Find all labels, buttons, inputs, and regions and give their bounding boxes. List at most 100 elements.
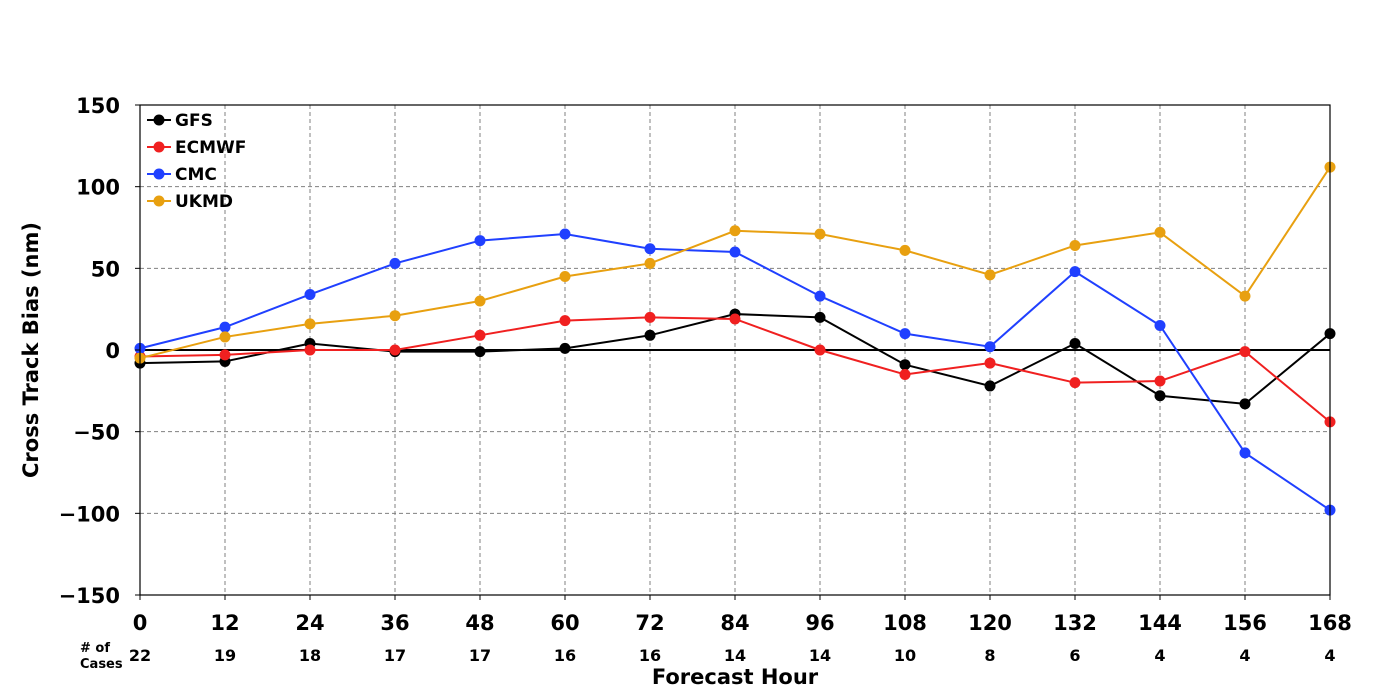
data-point-ecmwf [559, 315, 571, 327]
data-point-gfs [984, 380, 996, 392]
axes: 0221219241836174817601672168414961410810… [59, 94, 1352, 665]
data-point-ecmwf [984, 357, 996, 369]
cases-count-label: 6 [1069, 646, 1080, 665]
data-point-ecmwf [1069, 377, 1081, 389]
series-ecmwf [134, 311, 1336, 428]
y-tick-label: 150 [76, 94, 120, 118]
data-point-ecmwf [389, 344, 401, 356]
data-point-ukmd [1154, 226, 1166, 238]
x-tick-label: 132 [1053, 611, 1097, 635]
cases-count-label: 4 [1324, 646, 1335, 665]
y-tick-label: 50 [91, 257, 120, 281]
x-tick-label: 120 [968, 611, 1012, 635]
x-tick-label: 12 [210, 611, 239, 635]
cases-count-label: 10 [894, 646, 916, 665]
x-tick-label: 24 [295, 611, 324, 635]
legend-label-ukmd: UKMD [175, 192, 233, 212]
data-point-ecmwf [474, 329, 486, 341]
data-point-cmc [729, 246, 741, 258]
x-tick-label: 60 [550, 611, 579, 635]
data-point-ukmd [729, 225, 741, 237]
cases-count-label: 19 [214, 646, 236, 665]
legend-item-cmc: CMC [147, 165, 217, 185]
data-point-cmc [559, 228, 571, 240]
data-point-cmc [474, 235, 486, 247]
y-tick-label: −50 [73, 421, 120, 445]
data-point-ecmwf [1154, 375, 1166, 387]
cases-header-line1: # of [80, 641, 110, 656]
data-point-gfs [1239, 398, 1251, 410]
data-point-cmc [304, 288, 316, 300]
data-point-ecmwf [644, 311, 656, 323]
data-point-ukmd [984, 269, 996, 281]
data-point-cmc [644, 243, 656, 255]
data-point-cmc [1154, 320, 1166, 331]
x-tick-label: 36 [380, 611, 409, 635]
x-tick-label: 0 [133, 611, 148, 635]
data-point-gfs [1069, 337, 1081, 349]
data-point-ecmwf [1239, 346, 1251, 358]
x-axis-title: Forecast Hour [652, 665, 819, 689]
x-tick-label: 48 [465, 611, 494, 635]
cases-count-label: 17 [384, 646, 406, 665]
y-axis-title: Cross Track Bias (nm) [19, 222, 43, 478]
data-point-gfs [644, 329, 656, 341]
data-point-gfs [559, 342, 571, 354]
data-point-cmc [1239, 447, 1251, 459]
cases-count-label: 4 [1239, 646, 1250, 665]
cases-count-label: 18 [299, 646, 321, 665]
x-tick-label: 96 [805, 611, 834, 635]
legend-label-cmc: CMC [175, 165, 217, 185]
cases-count-label: 22 [129, 646, 151, 665]
data-point-cmc [219, 321, 231, 333]
data-point-ecmwf [219, 349, 231, 361]
legend-label-gfs: GFS [175, 111, 213, 131]
data-point-ecmwf [814, 344, 826, 356]
legend-swatch-marker-ukmd [153, 195, 165, 207]
data-point-ukmd [1239, 290, 1251, 302]
y-tick-label: −100 [59, 502, 120, 526]
data-point-ukmd [1069, 239, 1081, 251]
x-tick-label: 72 [635, 611, 664, 635]
legend-swatch-marker-gfs [153, 114, 165, 126]
y-tick-label: 0 [105, 339, 120, 363]
x-tick-label: 84 [720, 611, 749, 635]
legend-swatch-marker-cmc [153, 168, 165, 180]
data-point-cmc [899, 328, 911, 340]
data-point-ukmd [219, 331, 231, 343]
y-tick-label: −150 [59, 584, 120, 608]
data-point-ecmwf [899, 369, 911, 380]
cases-count-label: 16 [554, 646, 576, 665]
data-point-gfs [474, 346, 486, 358]
legend-swatch-marker-ecmwf [153, 141, 165, 153]
data-point-ukmd [814, 228, 826, 240]
x-tick-label: 168 [1308, 611, 1352, 635]
x-tick-label: 108 [883, 611, 927, 635]
series-ukmd [134, 161, 1336, 364]
x-tick-label: 156 [1223, 611, 1267, 635]
data-point-cmc [984, 341, 996, 353]
cases-count-label: 4 [1154, 646, 1165, 665]
data-point-cmc [389, 257, 401, 269]
legend-item-ukmd: UKMD [147, 192, 233, 212]
cases-count-label: 8 [984, 646, 995, 665]
data-point-gfs [814, 311, 826, 323]
cases-count-label: 17 [469, 646, 491, 665]
cases-count-label: 16 [639, 646, 661, 665]
legend: GFS ECMWF CMC UKMD [147, 111, 246, 212]
x-tick-label: 144 [1138, 611, 1182, 635]
cases-count-label: 14 [809, 646, 831, 665]
data-point-ukmd [474, 295, 486, 307]
data-point-ukmd [389, 310, 401, 322]
data-point-cmc [1069, 266, 1081, 278]
data-point-gfs [899, 359, 911, 371]
series-group [134, 161, 1336, 516]
data-point-ukmd [899, 244, 911, 256]
data-point-gfs [1154, 390, 1166, 402]
data-point-ecmwf [729, 313, 741, 325]
data-point-ecmwf [304, 344, 316, 356]
cases-count-label: 14 [724, 646, 746, 665]
legend-item-gfs: GFS [147, 111, 213, 131]
legend-label-ecmwf: ECMWF [175, 138, 246, 158]
